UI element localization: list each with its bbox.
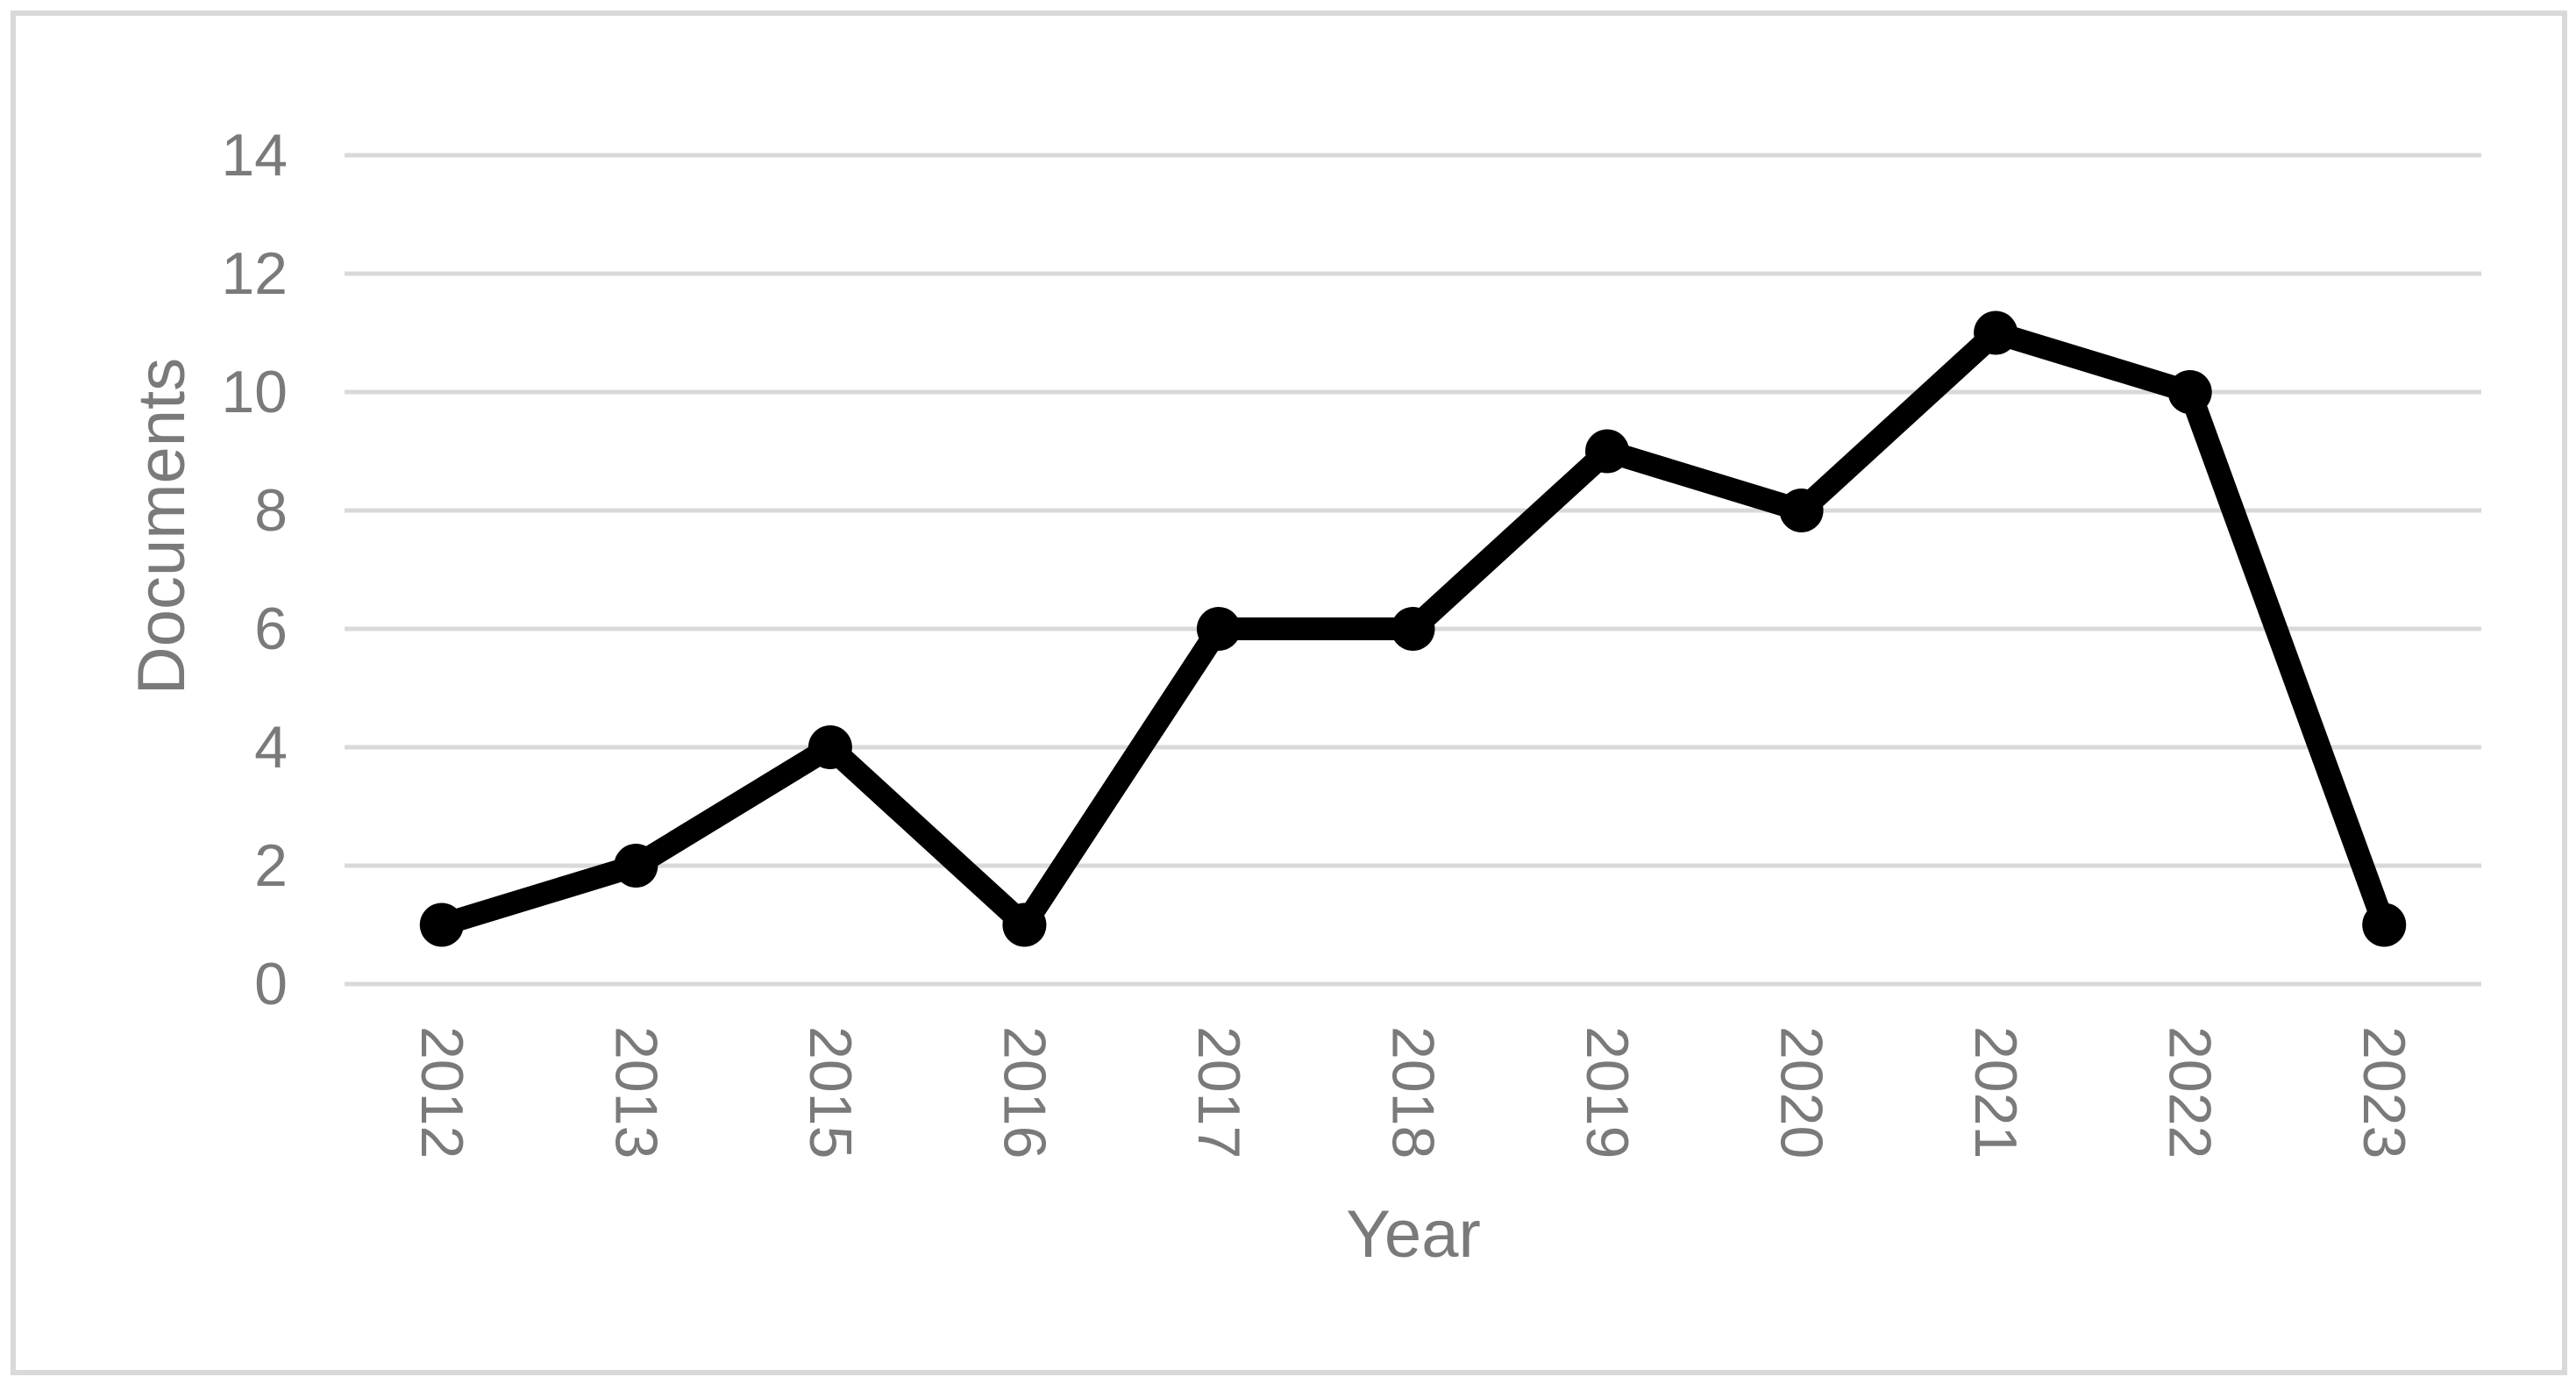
y-axis-title: Documents (125, 357, 199, 696)
x-tick-label: 2021 (1962, 1026, 2029, 1159)
y-tick-label: 6 (254, 596, 288, 662)
data-point-marker (1002, 902, 1047, 947)
data-point-marker (1974, 310, 2018, 355)
y-tick-label: 4 (254, 714, 288, 781)
y-tick-label: 8 (254, 477, 288, 544)
data-point-marker (1585, 429, 1630, 474)
data-point-marker (808, 725, 852, 769)
x-axis-title: Year (1346, 1197, 1481, 1272)
data-point-marker (419, 902, 464, 947)
x-tick-label: 2023 (2351, 1026, 2417, 1159)
data-point-marker (614, 844, 658, 888)
x-tick-label: 2015 (797, 1026, 864, 1159)
y-tick-label: 10 (221, 359, 288, 425)
x-tick-label: 2016 (991, 1026, 1057, 1159)
x-tick-label: 2020 (1768, 1026, 1835, 1159)
data-point-marker (1391, 607, 1435, 651)
data-point-marker (1779, 489, 1824, 532)
y-tick-label: 2 (254, 832, 288, 899)
x-tick-label: 2013 (602, 1026, 669, 1159)
x-tick-label: 2019 (1574, 1026, 1640, 1159)
y-tick-label: 0 (254, 951, 288, 1017)
data-point-marker (2362, 902, 2407, 947)
x-tick-label: 2022 (2157, 1026, 2224, 1159)
data-point-marker (2167, 370, 2212, 414)
x-tick-label: 2017 (1185, 1026, 1252, 1159)
y-tick-label: 14 (221, 122, 288, 189)
data-point-marker (1196, 607, 1241, 651)
x-tick-label: 2018 (1380, 1026, 1447, 1159)
x-tick-label: 2012 (409, 1026, 475, 1159)
y-tick-label: 12 (221, 240, 288, 307)
